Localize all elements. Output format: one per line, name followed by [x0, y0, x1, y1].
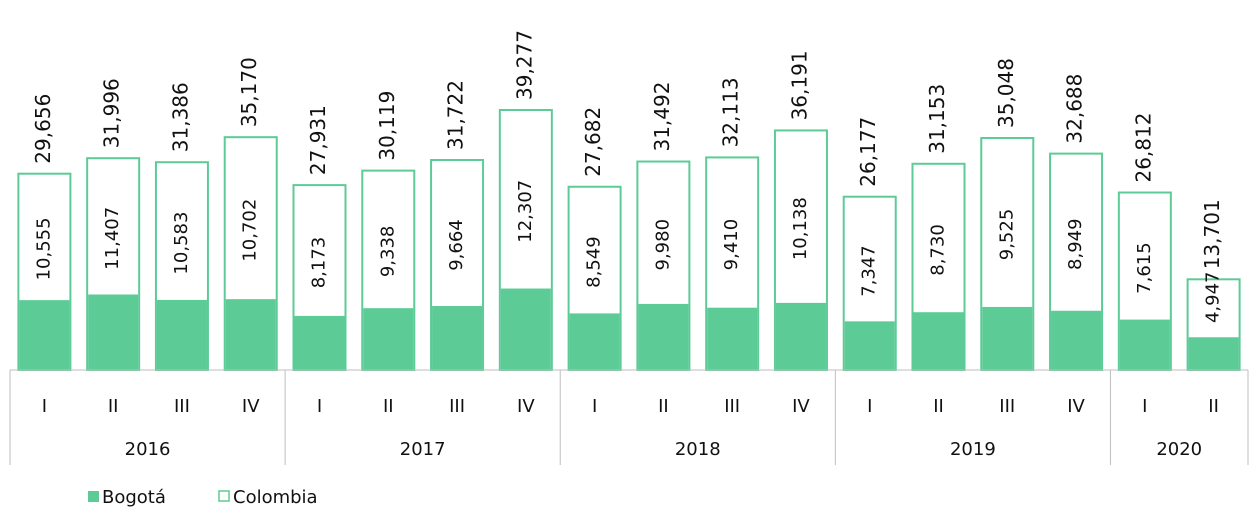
x-tick-label: I	[1142, 396, 1147, 417]
value-label: 10,138	[790, 197, 811, 260]
bar	[775, 302, 826, 370]
x-tick-label: IV	[1067, 396, 1085, 417]
x-tick-label: I	[867, 396, 872, 417]
value-label: 10,583	[171, 212, 192, 275]
value-label: 36,191	[787, 50, 811, 120]
bar	[1051, 310, 1102, 370]
value-label: 32,688	[1063, 74, 1087, 144]
x-tick-label: I	[592, 396, 597, 417]
x-tick-label: IV	[517, 396, 535, 417]
value-label: 9,410	[721, 219, 742, 271]
value-label: 10,555	[33, 217, 54, 280]
bar	[294, 315, 345, 370]
group-label: 2018	[675, 439, 721, 460]
bar	[1119, 319, 1170, 370]
value-label: 31,386	[168, 82, 192, 152]
bar	[913, 312, 964, 370]
x-tick-label: II	[383, 396, 394, 417]
value-label: 9,525	[996, 209, 1017, 261]
group-label: 2016	[125, 439, 171, 460]
x-tick-label: II	[658, 396, 669, 417]
legend-swatch	[218, 490, 230, 502]
value-label: 30,119	[375, 91, 399, 161]
group-label: 2019	[950, 439, 996, 460]
bar	[156, 299, 207, 370]
x-tick-label: III	[999, 396, 1015, 417]
x-tick-label: IV	[792, 396, 810, 417]
x-tick-label: III	[174, 396, 190, 417]
value-label: 31,996	[100, 78, 124, 148]
bar	[88, 294, 139, 370]
x-tick-label: II	[1208, 396, 1219, 417]
bar	[363, 308, 414, 370]
value-label: 9,980	[652, 219, 673, 271]
x-tick-label: III	[724, 396, 740, 417]
value-label: 35,170	[237, 57, 261, 127]
value-label: 8,173	[309, 237, 330, 289]
value-label: 11,407	[102, 207, 123, 270]
value-label: 31,492	[650, 82, 674, 152]
value-label: 31,153	[925, 84, 949, 154]
legend-swatch	[88, 491, 99, 502]
legend-label: Colombia	[233, 487, 318, 508]
value-label: 9,338	[377, 226, 398, 278]
value-label: 32,113	[719, 77, 743, 147]
x-tick-label: I	[42, 396, 47, 417]
value-label: 39,277	[512, 30, 536, 100]
value-label: 26,177	[856, 117, 880, 187]
x-tick-label: II	[933, 396, 944, 417]
bar	[707, 307, 758, 370]
bar	[638, 303, 689, 370]
value-label: 8,549	[584, 236, 605, 288]
value-label: 8,949	[1065, 218, 1086, 270]
bar	[982, 306, 1033, 370]
x-tick-label: II	[108, 396, 119, 417]
bar	[844, 321, 895, 370]
legend-label: Bogotá	[102, 487, 166, 508]
value-label: 12,307	[515, 180, 536, 243]
x-tick-label: I	[317, 396, 322, 417]
bar	[1188, 337, 1239, 370]
value-label: 27,931	[306, 105, 330, 175]
bar	[569, 313, 620, 370]
bar	[500, 288, 551, 370]
group-label: 2017	[400, 439, 446, 460]
value-label: 13,701	[1200, 199, 1224, 269]
value-label: 29,656	[31, 94, 55, 164]
x-tick-label: IV	[242, 396, 260, 417]
group-label: 2020	[1156, 439, 1202, 460]
x-tick-label: III	[449, 396, 465, 417]
bar	[19, 300, 70, 370]
value-label: 4,947	[1203, 271, 1224, 323]
value-label: 7,347	[859, 245, 880, 297]
value-label: 7,615	[1134, 242, 1155, 294]
value-label: 35,048	[994, 58, 1018, 128]
bar	[432, 306, 483, 370]
value-label: 9,664	[446, 219, 467, 271]
value-label: 26,812	[1131, 113, 1155, 183]
bar	[225, 299, 276, 370]
value-label: 10,702	[240, 199, 261, 262]
value-label: 27,682	[581, 107, 605, 177]
value-label: 31,722	[444, 80, 468, 150]
value-label: 8,730	[928, 224, 949, 276]
